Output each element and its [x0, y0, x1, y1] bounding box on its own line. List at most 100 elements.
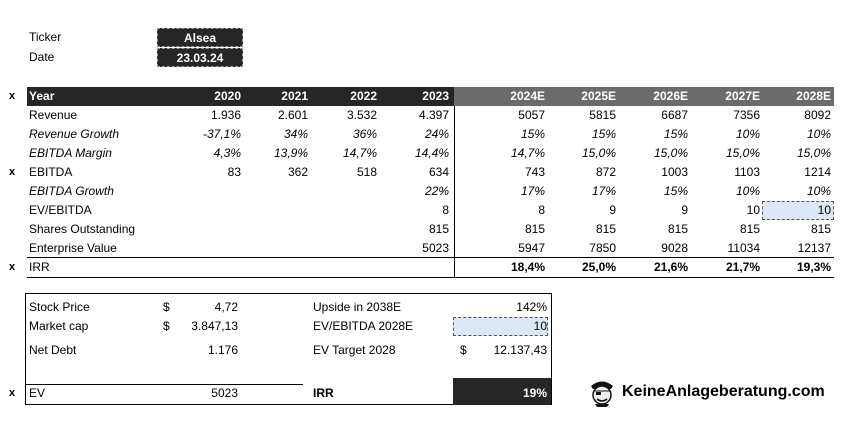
cell-shares-outstanding-2025e[interactable]: 815	[595, 222, 616, 236]
row-label-irr: IRR	[29, 260, 50, 274]
cell-ebitda-2021[interactable]: 362	[287, 165, 308, 179]
net-debt-value[interactable]: 1.176	[207, 343, 238, 357]
row-marker-irr[interactable]: x	[9, 261, 16, 273]
cell-ebitda-growth-2026e[interactable]: 15%	[663, 184, 688, 198]
cell-enterprise-value-2026e[interactable]: 9028	[661, 241, 688, 255]
cell-ebitda-growth-2025e[interactable]: 17%	[591, 184, 616, 198]
cell-ebitda-margin-2027e[interactable]: 15,0%	[725, 146, 760, 160]
cell-ebitda-2028e[interactable]: 1214	[804, 165, 831, 179]
cell-revenue-2027e[interactable]: 7356	[733, 108, 760, 122]
year-header-2023: 2023	[422, 89, 449, 103]
cell-revenue-growth-2024e[interactable]: 15%	[520, 127, 545, 141]
row-label-ebitda-margin: EBITDA Margin	[29, 146, 112, 160]
cell-revenue-2028e[interactable]: 8092	[804, 108, 831, 122]
cell-ebitda-margin-2024e[interactable]: 14,7%	[510, 146, 545, 160]
cell-ebitda-margin-2025e[interactable]: 15,0%	[581, 146, 616, 160]
cell-ebitda-margin-2026e[interactable]: 15,0%	[653, 146, 688, 160]
ev-value[interactable]: 5023	[211, 386, 238, 400]
year-header-forecast	[454, 87, 834, 106]
market-cap-value[interactable]: 3.847,13	[191, 319, 238, 333]
cell-ebitda-growth-2028e[interactable]: 10%	[806, 184, 831, 198]
cell-enterprise-value-2024e[interactable]: 5947	[518, 241, 545, 255]
cell-irr-2028e[interactable]: 19,3%	[796, 260, 831, 274]
cell-ebitda-2020[interactable]: 83	[227, 165, 241, 179]
cell-revenue-2026e[interactable]: 6687	[661, 108, 688, 122]
cell-revenue-growth-2023[interactable]: 24%	[424, 127, 449, 141]
cell-revenue-2024e[interactable]: 5057	[518, 108, 545, 122]
stock-price-value[interactable]: 4,72	[214, 300, 238, 314]
irr-row-bottom-border	[27, 277, 834, 278]
ev-target-value[interactable]: 12.137,43	[493, 343, 547, 357]
ev-ebitda-2028-value[interactable]: 10	[533, 319, 547, 333]
cell-shares-outstanding-2027e[interactable]: 815	[739, 222, 760, 236]
irr-summary-value[interactable]: 19%	[522, 386, 547, 400]
cell-revenue-2022[interactable]: 3.532	[346, 108, 377, 122]
cell-ev-ebitda-2027e[interactable]: 10	[746, 203, 760, 217]
cell-ebitda-2024e[interactable]: 743	[524, 165, 545, 179]
cell-enterprise-value-2027e[interactable]: 11034	[727, 241, 760, 255]
cell-irr-2024e[interactable]: 18,4%	[510, 260, 545, 274]
cell-ebitda-margin-2020[interactable]: 4,3%	[213, 146, 241, 160]
cell-ebitda-margin-2023[interactable]: 14,4%	[414, 146, 449, 160]
pirate-mascot-icon	[591, 381, 613, 407]
cell-ebitda-2026e[interactable]: 1003	[661, 165, 688, 179]
summary-box	[25, 293, 552, 405]
cell-shares-outstanding-2026e[interactable]: 815	[667, 222, 688, 236]
upside-value[interactable]: 142%	[516, 300, 547, 314]
cell-ev-ebitda-2028e[interactable]: 10	[817, 203, 831, 217]
cell-ebitda-2027e[interactable]: 1103	[734, 165, 760, 179]
ticker-label: Ticker	[29, 30, 62, 44]
cell-revenue-growth-2026e[interactable]: 15%	[663, 127, 688, 141]
cell-irr-2026e[interactable]: 21,6%	[653, 260, 688, 274]
cell-ev-ebitda-2024e[interactable]: 8	[538, 203, 545, 217]
cell-ev-ebitda-2026e[interactable]: 9	[681, 203, 688, 217]
cell-revenue-2020[interactable]: 1.936	[210, 108, 241, 122]
year-header-historical	[27, 87, 454, 106]
cell-ebitda-margin-2022[interactable]: 14,7%	[342, 146, 377, 160]
year-header-2025e: 2025E	[581, 89, 616, 103]
year-header-2020: 2020	[214, 89, 241, 103]
cell-shares-outstanding-2023[interactable]: 815	[428, 222, 449, 236]
cell-revenue-growth-2021[interactable]: 34%	[283, 127, 308, 141]
irr-row-top-border	[27, 257, 834, 258]
date-input[interactable]: 23.03.24	[157, 48, 243, 67]
summary-ev-separator	[25, 384, 303, 385]
row-marker-ebitda[interactable]: x	[9, 166, 16, 178]
cell-shares-outstanding-2024e[interactable]: 815	[524, 222, 545, 236]
cell-enterprise-value-2028e[interactable]: 12137	[797, 241, 831, 255]
cell-ev-ebitda-2025e[interactable]: 9	[609, 203, 616, 217]
cell-revenue-growth-2020[interactable]: -37,1%	[202, 127, 241, 141]
cell-revenue-2023[interactable]: 4.397	[418, 108, 449, 122]
cell-revenue-growth-2028e[interactable]: 10%	[806, 127, 831, 141]
cell-shares-outstanding-2028e[interactable]: 815	[810, 222, 831, 236]
cell-enterprise-value-2023[interactable]: 5023	[422, 241, 449, 255]
ev-ebitda-2028-cell[interactable]	[453, 317, 548, 336]
irr-summary-cell[interactable]	[453, 378, 551, 405]
row-label-ebitda-growth: EBITDA Growth	[29, 184, 114, 198]
cell-revenue-growth-2027e[interactable]: 10%	[735, 127, 760, 141]
cell-irr-2025e[interactable]: 25,0%	[581, 260, 616, 274]
cell-ebitda-2022[interactable]: 518	[356, 165, 377, 179]
year-header-2021: 2021	[281, 89, 308, 103]
forecast-divider	[454, 106, 455, 277]
cell-enterprise-value-2025e[interactable]: 7850	[589, 241, 616, 255]
cell-ebitda-2023[interactable]: 634	[428, 165, 449, 179]
cell-ebitda-growth-2027e[interactable]: 10%	[735, 184, 760, 198]
ev-ebitda-2028e-input[interactable]	[762, 201, 834, 220]
row-marker-year[interactable]: x	[9, 90, 16, 102]
cell-revenue-growth-2022[interactable]: 36%	[352, 127, 377, 141]
irr-summary-label: IRR	[313, 386, 334, 400]
cell-ebitda-growth-2024e[interactable]: 17%	[520, 184, 545, 198]
cell-irr-2027e[interactable]: 21,7%	[725, 260, 760, 274]
cell-ebitda-growth-2023[interactable]: 22%	[424, 184, 449, 198]
brand-name[interactable]: KeineAnlageberatung.com	[622, 383, 825, 400]
cell-ebitda-margin-2028e[interactable]: 15,0%	[796, 146, 831, 160]
cell-revenue-2021[interactable]: 2.601	[277, 108, 308, 122]
cell-revenue-growth-2025e[interactable]: 15%	[591, 127, 616, 141]
cell-ebitda-margin-2021[interactable]: 13,9%	[273, 146, 308, 160]
ticker-input[interactable]: Alsea	[157, 28, 243, 47]
cell-revenue-2025e[interactable]: 5815	[589, 108, 616, 122]
cell-ev-ebitda-2023[interactable]: 8	[442, 203, 449, 217]
cell-ebitda-2025e[interactable]: 872	[595, 165, 616, 179]
row-marker-ev[interactable]: x	[9, 387, 16, 399]
